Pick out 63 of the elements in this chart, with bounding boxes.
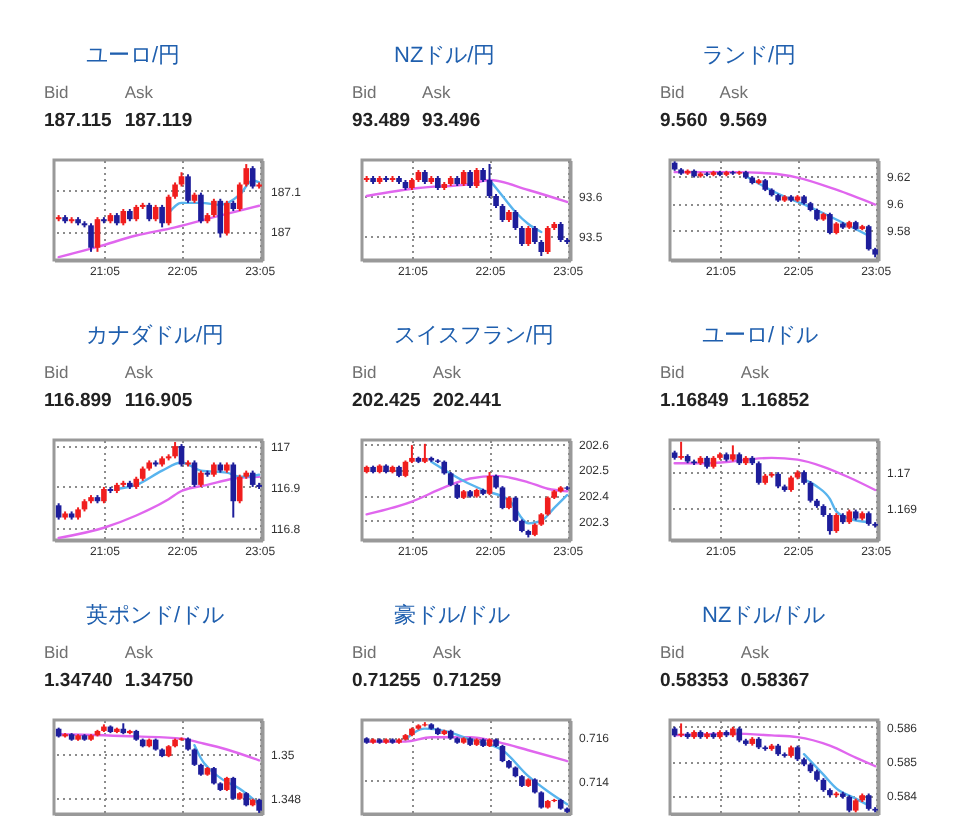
text: Bid bbox=[660, 642, 686, 662]
text: 0.58353 bbox=[660, 670, 729, 692]
text: 93.496 bbox=[422, 110, 481, 132]
text: Bid bbox=[44, 82, 70, 102]
line-series bbox=[673, 732, 877, 768]
candlestick bbox=[564, 485, 570, 491]
text: 1.34750 bbox=[124, 670, 194, 692]
candlestick bbox=[730, 169, 736, 176]
line-series bbox=[365, 736, 569, 763]
text: 0.71259 bbox=[432, 670, 502, 692]
text: 202.425 bbox=[352, 390, 423, 412]
text: 9.560 bbox=[660, 110, 708, 132]
text: Bid bbox=[660, 362, 686, 382]
candlestick bbox=[256, 181, 262, 190]
text: Ask bbox=[124, 82, 155, 102]
chart-title: 英ポンド/ドル bbox=[86, 602, 225, 628]
chart-title: ユーロ/ドル bbox=[702, 324, 819, 348]
text: 116.905 bbox=[124, 390, 194, 412]
text: Ask bbox=[422, 82, 452, 102]
text: Ask bbox=[432, 362, 463, 382]
text: Ask bbox=[124, 642, 155, 662]
text: Bid bbox=[44, 642, 70, 662]
text: 187.115 bbox=[44, 110, 114, 132]
text: Bid bbox=[660, 82, 686, 102]
text: Ask bbox=[432, 642, 463, 662]
text: 116.899 bbox=[44, 390, 112, 412]
line-series bbox=[802, 478, 870, 524]
chart-title: ランド/円 bbox=[702, 44, 797, 68]
text: 202.441 bbox=[432, 390, 503, 412]
line-series bbox=[365, 474, 569, 516]
line-series bbox=[488, 178, 543, 234]
chart-title: 豪ドル/ドル bbox=[394, 602, 511, 628]
text: 0.71255 bbox=[352, 670, 423, 692]
chart-title: ユーロ/円 bbox=[86, 44, 181, 68]
chart-title: カナダドル/円 bbox=[86, 324, 225, 348]
line-series bbox=[365, 178, 569, 204]
text: Bid bbox=[352, 362, 378, 382]
line-series bbox=[802, 752, 870, 807]
line-series bbox=[673, 170, 877, 206]
text: 1.16852 bbox=[740, 390, 810, 412]
text: 187.119 bbox=[124, 110, 193, 132]
text: 0.58367 bbox=[740, 670, 810, 692]
text: 93.489 bbox=[352, 110, 411, 132]
text: 9.569 bbox=[719, 110, 768, 132]
chart-title: NZドル/円 bbox=[394, 44, 496, 68]
line-series bbox=[673, 456, 877, 492]
line-series bbox=[57, 733, 261, 762]
chart-title: NZドル/ドル bbox=[702, 604, 826, 628]
text: 1.16849 bbox=[660, 390, 729, 412]
text: Ask bbox=[740, 362, 771, 382]
text: Ask bbox=[740, 642, 771, 662]
line-series bbox=[744, 175, 870, 237]
line-series bbox=[430, 460, 569, 525]
text: Bid bbox=[352, 642, 378, 662]
text: Ask bbox=[719, 82, 750, 102]
text: Ask bbox=[124, 362, 155, 382]
text: Bid bbox=[352, 82, 378, 102]
line-series bbox=[193, 743, 261, 806]
chart-title: スイスフラン/円 bbox=[394, 324, 555, 348]
text: Bid bbox=[44, 362, 70, 382]
line-series bbox=[404, 727, 569, 806]
text: 1.34740 bbox=[44, 670, 113, 692]
line-series bbox=[115, 461, 261, 491]
